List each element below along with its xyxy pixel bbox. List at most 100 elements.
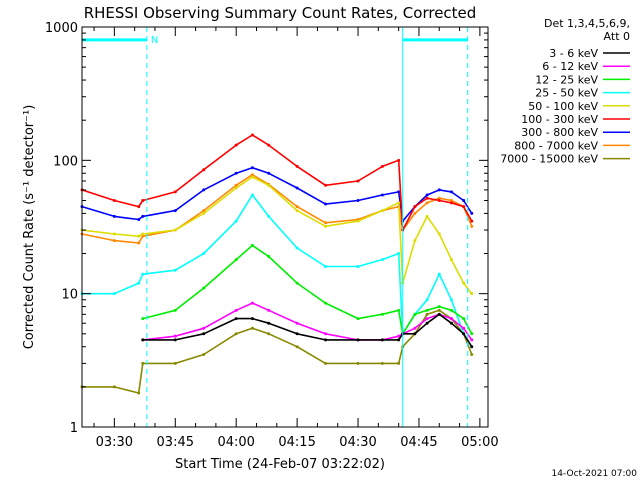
data-point	[234, 332, 238, 336]
data-point	[380, 209, 384, 213]
data-point	[202, 168, 206, 172]
data-point	[202, 252, 206, 256]
data-point	[470, 352, 474, 356]
data-point	[112, 198, 116, 202]
y-tick-label: 1	[70, 421, 78, 436]
data-point	[449, 198, 453, 202]
y-axis: 1 10 100 1000	[45, 21, 488, 436]
data-point	[470, 211, 474, 215]
legend-label: 25 - 50 keV	[535, 87, 598, 100]
y-tick-label: 10	[61, 288, 78, 303]
data-point	[295, 205, 299, 209]
data-point	[437, 188, 441, 192]
data-point	[324, 183, 328, 187]
series-line	[81, 166, 473, 222]
data-point	[141, 214, 145, 218]
data-point	[267, 171, 271, 175]
data-point	[234, 183, 238, 187]
data-point	[234, 186, 238, 190]
data-point	[449, 190, 453, 194]
data-point	[449, 258, 453, 262]
data-point	[356, 219, 360, 223]
data-point	[112, 232, 116, 236]
data-point	[356, 361, 360, 365]
data-point	[397, 308, 401, 312]
data-point	[141, 232, 145, 236]
data-point	[295, 246, 299, 250]
data-point	[425, 193, 429, 197]
data-point	[449, 321, 453, 325]
y-axis-label: Corrected Count Rate (s⁻¹ detector⁻¹)	[22, 105, 37, 350]
data-point	[137, 241, 141, 245]
data-point	[250, 243, 254, 247]
data-point	[267, 254, 271, 258]
legend-label: 3 - 6 keV	[549, 47, 598, 60]
chart-title: RHESSI Observing Summary Count Rates, Co…	[84, 4, 477, 22]
data-point	[112, 239, 116, 243]
data-point	[413, 312, 417, 316]
data-point	[234, 171, 238, 175]
x-tick-label: 04:15	[278, 435, 315, 450]
plot-frame	[81, 26, 489, 428]
data-point	[234, 317, 238, 321]
data-point	[234, 258, 238, 262]
data-point	[356, 179, 360, 183]
x-tick-label: 04:30	[339, 435, 376, 450]
data-point	[112, 214, 116, 218]
data-point	[202, 188, 206, 192]
legend-label: 300 - 800 keV	[521, 126, 598, 139]
data-point	[413, 326, 417, 330]
data-point	[141, 198, 145, 202]
data-point	[267, 332, 271, 336]
legend-label: 7000 - 15000 keV	[500, 153, 598, 166]
data-point	[324, 221, 328, 225]
data-point	[295, 186, 299, 190]
data-point	[267, 214, 271, 218]
data-point	[250, 301, 254, 305]
data-point	[425, 321, 429, 325]
data-point	[397, 338, 401, 342]
data-point	[437, 232, 441, 236]
data-point	[413, 211, 417, 215]
data-point	[462, 281, 466, 285]
x-tick-label: 04:00	[217, 435, 254, 450]
data-point	[437, 305, 441, 309]
data-point	[425, 298, 429, 302]
legend-label: 50 - 100 keV	[528, 100, 598, 113]
data-point	[324, 224, 328, 228]
data-point	[462, 317, 466, 321]
data-point	[425, 308, 429, 312]
data-point	[397, 334, 401, 338]
data-point	[173, 334, 177, 338]
data-point	[137, 391, 141, 395]
data-point	[425, 201, 429, 205]
data-point	[295, 164, 299, 168]
data-point	[202, 332, 206, 336]
data-point	[397, 190, 401, 194]
marker-label: N	[151, 35, 158, 46]
data-point	[470, 345, 474, 349]
data-point	[324, 338, 328, 342]
data-point	[380, 312, 384, 316]
data-point	[425, 214, 429, 218]
data-point	[324, 264, 328, 268]
data-point	[173, 190, 177, 194]
data-point	[141, 234, 145, 238]
data-point	[437, 198, 441, 202]
data-point	[470, 332, 474, 336]
data-point	[250, 133, 254, 137]
data-point	[324, 301, 328, 305]
data-point	[267, 308, 271, 312]
data-point	[250, 326, 254, 330]
data-point	[267, 183, 271, 187]
legend-header-line-2: Att 0	[604, 30, 630, 43]
data-point	[137, 205, 141, 209]
data-point	[141, 361, 145, 365]
data-point	[470, 338, 474, 342]
legend-label: 12 - 25 keV	[535, 73, 598, 86]
data-point	[462, 326, 466, 330]
data-point	[112, 292, 116, 296]
data-point	[295, 345, 299, 349]
data-point	[397, 201, 401, 205]
